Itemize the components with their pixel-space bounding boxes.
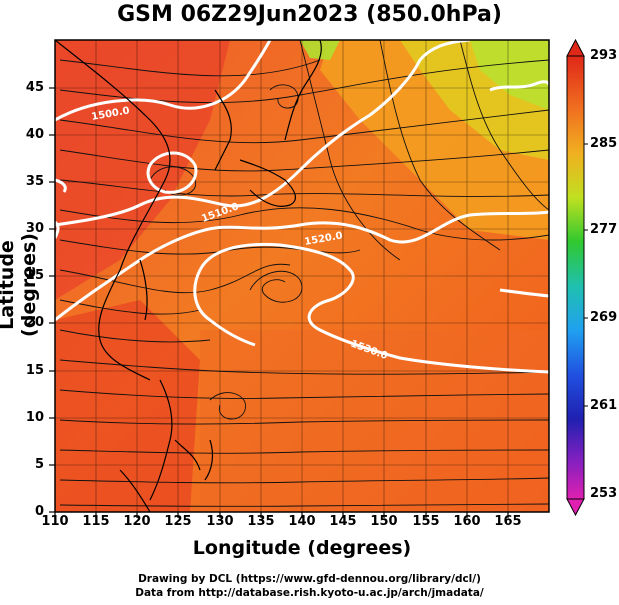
lat-tick-label: 20	[25, 315, 44, 330]
lat-tick-label: 0	[34, 504, 44, 519]
colorbar-tick-label: 277	[590, 222, 618, 237]
lon-tick-label: 145	[329, 514, 357, 529]
lat-tick-label: 5	[34, 457, 44, 472]
y-axis-label: Latitude (degrees)	[0, 233, 40, 337]
colorbar-top-arrow	[566, 38, 585, 57]
colorbar	[566, 38, 588, 517]
lon-tick-label: 120	[123, 514, 151, 529]
lat-tick-label: 45	[25, 80, 44, 95]
lon-tick-label: 130	[206, 514, 234, 529]
colorbar-tick-label: 285	[590, 136, 618, 151]
colorbar-tick-label: 269	[590, 310, 618, 325]
credit-data: Data from http://database.rish.kyoto-u.a…	[135, 587, 484, 599]
lon-tick-label: 160	[453, 514, 481, 529]
lon-tick-label: 115	[82, 514, 110, 529]
lon-tick-label: 155	[412, 514, 440, 529]
lat-tick-label: 15	[25, 363, 44, 378]
graticule	[55, 40, 549, 512]
lon-tick-label: 140	[288, 514, 316, 529]
figure-title: GSM 06Z29Jun2023 (850.0hPa)	[117, 2, 502, 27]
colorbar-tick-label: 261	[590, 398, 618, 413]
lat-tick-label: 10	[25, 410, 44, 425]
lat-tick-label: 30	[25, 221, 44, 236]
x-axis-label: Longitude (degrees)	[192, 537, 412, 559]
lon-tick-label: 135	[247, 514, 275, 529]
height-contours	[55, 40, 549, 374]
credit-drawing: Drawing by DCL (https://www.gfd-dennou.o…	[138, 573, 481, 585]
coastlines	[55, 40, 322, 512]
colorbar-tick-label: 293	[590, 48, 618, 63]
lat-tick-label: 35	[25, 174, 44, 189]
lon-tick-label: 110	[41, 514, 69, 529]
lat-tick-label: 25	[25, 268, 44, 283]
colorbar-bottom-arrow	[566, 498, 585, 517]
lon-tick-label: 165	[494, 514, 522, 529]
lon-tick-label: 125	[164, 514, 192, 529]
lon-tick-label: 150	[370, 514, 398, 529]
colorbar-tick-label: 253	[590, 486, 618, 501]
lat-tick-label: 40	[25, 127, 44, 142]
tick-marks	[49, 87, 509, 518]
